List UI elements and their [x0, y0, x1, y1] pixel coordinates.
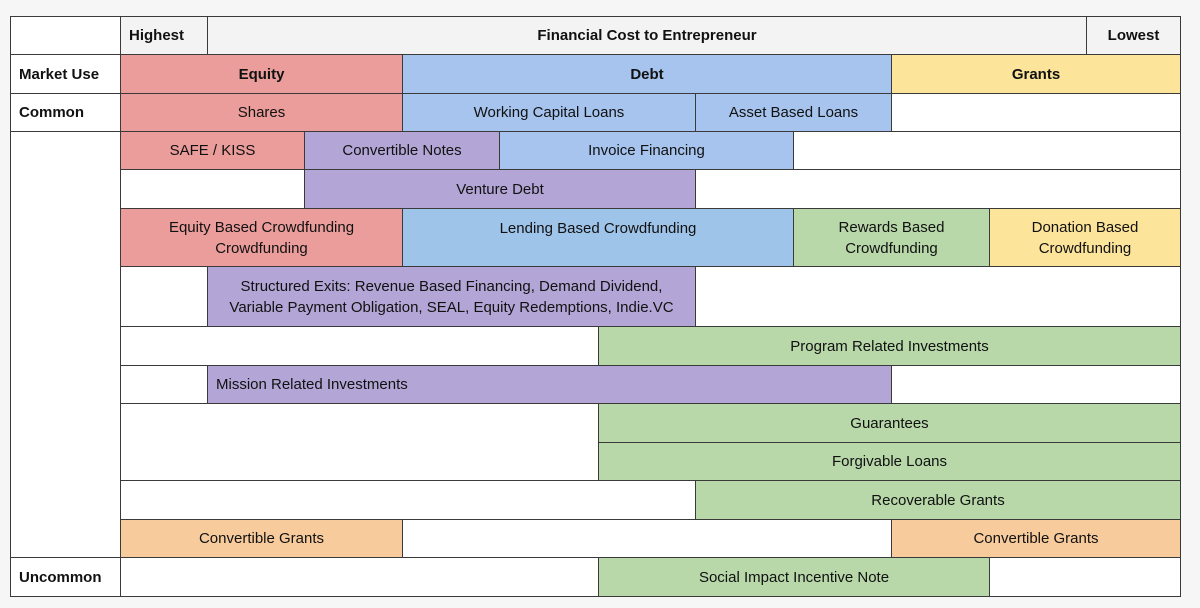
- empty-cell: [120, 557, 599, 597]
- instrument-working-capital-loans: Working Capital Loans: [402, 93, 696, 132]
- instrument-lending-crowdfunding: Lending Based Crowdfunding: [402, 208, 794, 267]
- empty-cell: [120, 365, 208, 404]
- instrument-shares: Shares: [120, 93, 403, 132]
- lowest-label: Lowest: [1086, 16, 1181, 55]
- empty-cell: [120, 169, 305, 209]
- empty-cell: [989, 557, 1181, 597]
- instrument-convertible-grants-right: Convertible Grants: [891, 519, 1181, 558]
- empty-cell: [120, 326, 599, 366]
- empty-cell: [120, 266, 208, 327]
- header-corner-cell: [10, 16, 121, 55]
- empty-cell: [695, 169, 1181, 209]
- row-label-uncommon: Uncommon: [10, 557, 121, 597]
- instrument-recoverable-grants: Recoverable Grants: [695, 480, 1181, 520]
- instrument-venture-debt: Venture Debt: [304, 169, 696, 209]
- instrument-structured-exits: Structured Exits: Revenue Based Financin…: [207, 266, 696, 327]
- instrument-convertible-notes: Convertible Notes: [304, 131, 500, 170]
- instrument-guarantees: Guarantees: [598, 403, 1181, 443]
- row-label-blank: [10, 131, 121, 558]
- empty-cell: [695, 266, 1181, 327]
- market-use-equity: Equity: [120, 54, 403, 94]
- instrument-equity-crowdfunding: Equity Based Crowdfunding Crowdfunding: [120, 208, 403, 267]
- diagram-title: Financial Cost to Entrepreneur: [207, 16, 1087, 55]
- row-label-market-use: Market Use: [10, 54, 121, 94]
- empty-cell: [120, 403, 599, 481]
- instrument-rewards-crowdfunding: Rewards Based Crowdfunding: [793, 208, 990, 267]
- instrument-convertible-grants-left: Convertible Grants: [120, 519, 403, 558]
- market-use-grants: Grants: [891, 54, 1181, 94]
- market-use-debt: Debt: [402, 54, 892, 94]
- instrument-donation-crowdfunding: Donation Based Crowdfunding: [989, 208, 1181, 267]
- empty-cell: [891, 93, 1181, 132]
- empty-cell: [793, 131, 1181, 170]
- instrument-forgivable-loans: Forgivable Loans: [598, 442, 1181, 481]
- row-label-common: Common: [10, 93, 121, 132]
- empty-cell: [891, 365, 1181, 404]
- highest-label: Highest: [120, 16, 208, 55]
- instrument-program-related-investments: Program Related Investments: [598, 326, 1181, 366]
- instrument-mission-related-investments: Mission Related Investments: [207, 365, 892, 404]
- instrument-asset-based-loans: Asset Based Loans: [695, 93, 892, 132]
- empty-cell: [120, 480, 696, 520]
- instrument-social-impact-incentive-note: Social Impact Incentive Note: [598, 557, 990, 597]
- instrument-safe-kiss: SAFE / KISS: [120, 131, 305, 170]
- empty-cell: [402, 519, 892, 558]
- instrument-invoice-financing: Invoice Financing: [499, 131, 794, 170]
